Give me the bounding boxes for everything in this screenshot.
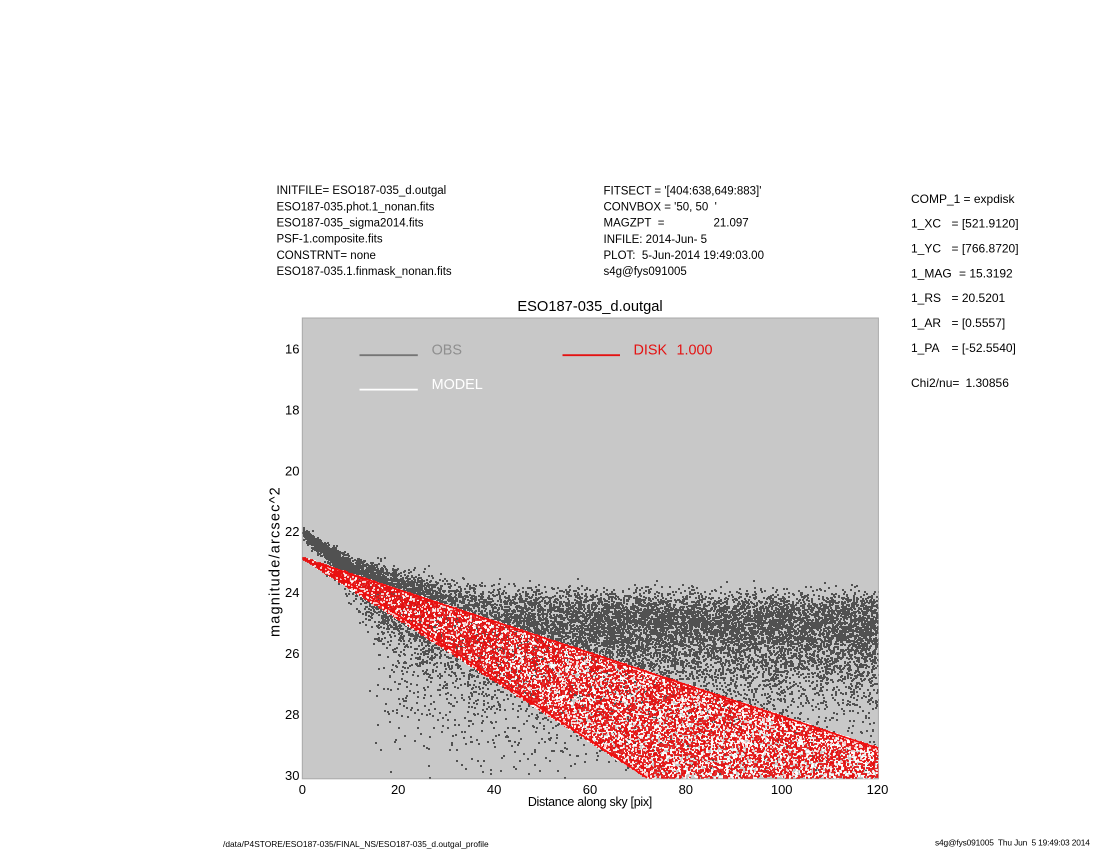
svg-text:= [521.9120]: = [521.9120] bbox=[952, 217, 1019, 231]
svg-text:ESO187-035_sigma2014.fits: ESO187-035_sigma2014.fits bbox=[277, 218, 424, 230]
svg-text:28: 28 bbox=[285, 707, 299, 722]
svg-text:1_AR: 1_AR bbox=[911, 316, 941, 330]
svg-text:40: 40 bbox=[487, 782, 501, 797]
svg-text:30: 30 bbox=[285, 768, 299, 783]
svg-text:120: 120 bbox=[867, 782, 889, 797]
svg-text:1_PA: 1_PA bbox=[911, 341, 939, 355]
svg-text:Chi2/nu=: Chi2/nu= bbox=[911, 376, 959, 390]
svg-text:1_XC: 1_XC bbox=[911, 217, 941, 231]
svg-text:s4g@fys091005: s4g@fys091005 bbox=[604, 266, 687, 278]
svg-text:ESO187-035.phot.1_nonan.fits: ESO187-035.phot.1_nonan.fits bbox=[277, 201, 435, 213]
svg-text:INITFILE= ESO187-035_d.outgal: INITFILE= ESO187-035_d.outgal bbox=[277, 185, 447, 197]
svg-text:= expdisk: = expdisk bbox=[964, 192, 1016, 206]
svg-text:DISK: DISK bbox=[634, 343, 668, 359]
svg-text:s4g@fys091005 Thu Jun 5 19:4: s4g@fys091005 Thu Jun 5 19:49:03 2014 bbox=[935, 838, 1090, 848]
svg-text:1_YC: 1_YC bbox=[911, 242, 941, 256]
svg-text:= [766.8720]: = [766.8720] bbox=[952, 242, 1019, 256]
svg-text:1_RS: 1_RS bbox=[911, 291, 941, 305]
svg-text:18: 18 bbox=[285, 402, 299, 417]
svg-text:24: 24 bbox=[285, 585, 299, 600]
svg-text:16: 16 bbox=[285, 341, 299, 356]
svg-text:60: 60 bbox=[583, 782, 597, 797]
svg-text:1_MAG: 1_MAG bbox=[911, 266, 952, 280]
svg-text:26: 26 bbox=[285, 646, 299, 661]
svg-text:/data/P4STORE/ESO187-035/FINAL: /data/P4STORE/ESO187-035/FINAL_NS/ESO187… bbox=[223, 839, 489, 849]
svg-text:100: 100 bbox=[771, 782, 793, 797]
svg-text:MAGZPT =: MAGZPT = bbox=[604, 218, 665, 230]
svg-text:1.000: 1.000 bbox=[677, 343, 713, 359]
svg-text:20: 20 bbox=[391, 782, 405, 797]
svg-text:ESO187-035.1.finmask_nonan.fit: ESO187-035.1.finmask_nonan.fits bbox=[277, 266, 452, 278]
svg-text:21.097: 21.097 bbox=[714, 218, 749, 230]
svg-text:MODEL: MODEL bbox=[432, 377, 483, 393]
svg-text:PLOT: 5-Jun-2014 19:49:03.00: PLOT: 5-Jun-2014 19:49:03.00 bbox=[604, 250, 764, 262]
svg-text:ESO187-035_d.outgal: ESO187-035_d.outgal bbox=[517, 299, 662, 315]
svg-text:PSF-1.composite.fits: PSF-1.composite.fits bbox=[277, 234, 383, 246]
svg-text:= [0.5557]: = [0.5557] bbox=[952, 316, 1006, 330]
svg-text:0: 0 bbox=[299, 782, 306, 797]
svg-text:1.30856: 1.30856 bbox=[966, 376, 1010, 390]
svg-text:COMP_1: COMP_1 bbox=[911, 192, 961, 206]
svg-text:Distance along sky [pix]: Distance along sky [pix] bbox=[528, 795, 652, 809]
svg-text:CONVBOX = '50, 50 ': CONVBOX = '50, 50 ' bbox=[604, 202, 717, 214]
svg-text:20: 20 bbox=[285, 463, 299, 478]
svg-text:OBS: OBS bbox=[432, 343, 462, 359]
svg-text:22: 22 bbox=[285, 524, 299, 539]
svg-text:= [-52.5540]: = [-52.5540] bbox=[952, 341, 1016, 355]
svg-text:INFILE: 2014-Jun- 5: INFILE: 2014-Jun- 5 bbox=[604, 234, 708, 246]
svg-text:magnitude/arcsec^2: magnitude/arcsec^2 bbox=[267, 486, 283, 637]
svg-text:CONSTRNT= none: CONSTRNT= none bbox=[277, 250, 376, 262]
svg-text:= 20.5201: = 20.5201 bbox=[952, 291, 1006, 305]
svg-text:= 15.3192: = 15.3192 bbox=[959, 266, 1013, 280]
svg-text:FITSECT = '[404:638,649:883]': FITSECT = '[404:638,649:883]' bbox=[604, 185, 762, 197]
svg-text:80: 80 bbox=[679, 782, 693, 797]
